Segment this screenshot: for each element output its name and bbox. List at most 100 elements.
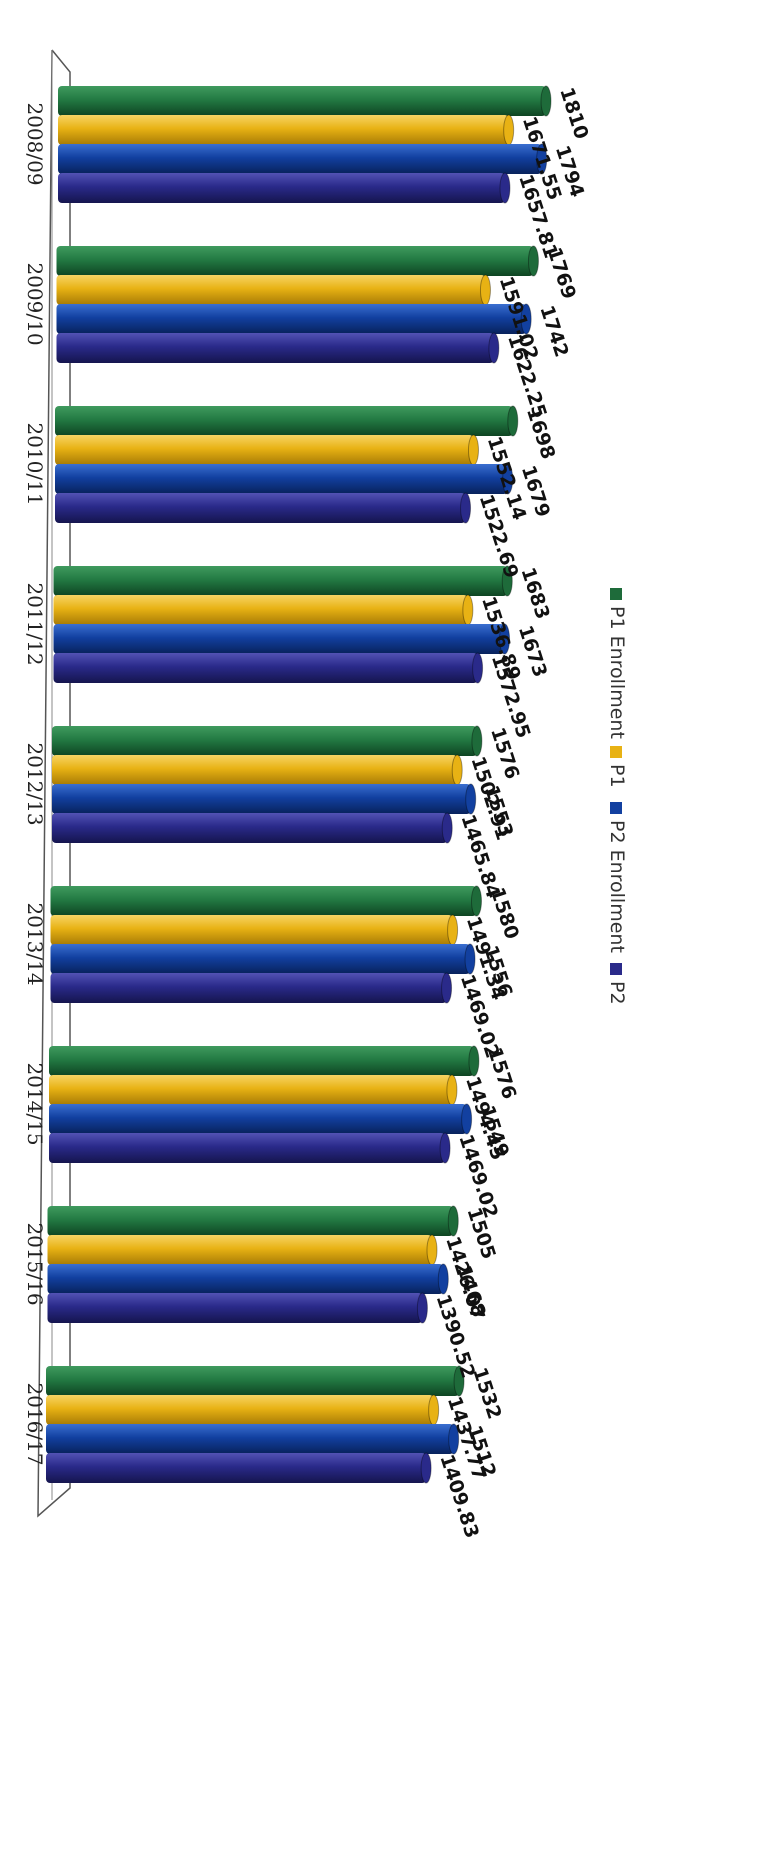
bar-cap-p2-2009-10	[488, 332, 500, 364]
bar-cap-p1-2013-14	[447, 914, 459, 946]
bar-cap-p1-enrollment-2010-11	[507, 405, 519, 437]
bar-cap-p1-enrollment-2016-17	[453, 1365, 465, 1397]
bar-cap-p2-enrollment-2012-13	[465, 783, 477, 815]
bar-cap-p2-enrollment-2008-09	[536, 143, 548, 175]
category-label-2010-11: 2010/11	[23, 422, 47, 505]
bar-p2-enrollment-2015-16	[47, 1264, 444, 1294]
value-label-p1-enrollment-2009-10: 1769	[543, 245, 580, 302]
legend-label-p1-enrollment: P1 Enrollment	[606, 606, 628, 739]
bar-cap-p1-enrollment-2009-10	[527, 245, 539, 277]
bar-p2-2013-14	[50, 973, 447, 1003]
bar-p1-2015-16	[47, 1235, 432, 1265]
bar-p2-enrollment-2014-15	[49, 1104, 467, 1134]
bar-cap-p2-2014-15	[439, 1132, 451, 1164]
bar-cap-p1-2014-15	[446, 1074, 458, 1106]
bar-cap-p2-2008-09	[499, 172, 511, 204]
bar-p1-enrollment-2010-11	[55, 406, 513, 436]
bar-p2-2016-17	[46, 1453, 427, 1483]
bar-cap-p2-2012-13	[441, 812, 453, 844]
bar-cap-p2-2010-11	[460, 492, 472, 524]
value-label-p1-enrollment-2008-09: 1810	[555, 85, 592, 142]
bar-p2-2008-09	[58, 173, 505, 203]
legend-label-p2: P2	[606, 981, 628, 1005]
bar-p2-2011-12	[53, 653, 478, 683]
bar-p2-2009-10	[56, 333, 494, 363]
bar-cap-p1-2015-16	[426, 1234, 438, 1266]
bar-p1-enrollment-2016-17	[46, 1366, 460, 1396]
legend-label-p2-enrollment: P2 Enrollment	[606, 820, 628, 953]
bar-cap-p1-enrollment-2014-15	[468, 1045, 480, 1077]
category-label-2008-09: 2008/09	[23, 102, 47, 185]
bar-p2-2012-13	[52, 813, 448, 843]
bar-cap-p1-enrollment-2015-16	[447, 1205, 459, 1237]
bar-cap-p2-enrollment-2013-14	[464, 943, 476, 975]
bar-cap-p2-enrollment-2010-11	[502, 463, 514, 495]
category-label-2011-12: 2011/12	[23, 582, 47, 665]
bar-p1-2012-13	[52, 755, 458, 785]
bar-p1-2008-09	[58, 115, 509, 145]
bar-p1-enrollment-2015-16	[47, 1206, 454, 1236]
bar-cap-p1-enrollment-2011-12	[501, 565, 513, 597]
legend-swatch-p2-enrollment	[610, 802, 622, 814]
category-label-2013-14: 2013/14	[23, 902, 47, 985]
category-label-2014-15: 2014/15	[23, 1062, 47, 1145]
bar-p2-enrollment-2009-10	[56, 304, 527, 334]
bar-cap-p1-enrollment-2012-13	[471, 725, 483, 757]
bar-p1-enrollment-2011-12	[53, 566, 508, 596]
bar-cap-p2-enrollment-2015-16	[437, 1263, 449, 1295]
bar-p2-2010-11	[55, 493, 466, 523]
bar-p2-enrollment-2012-13	[52, 784, 471, 814]
bar-cap-p1-2010-11	[467, 434, 479, 466]
bar-p1-2016-17	[46, 1395, 434, 1425]
bar-cap-p2-enrollment-2014-15	[461, 1103, 473, 1135]
plot-back-wall	[37, 49, 71, 1518]
bar-series-group	[46, 85, 552, 1484]
bar-p1-2009-10	[56, 275, 486, 305]
category-label-2016-17: 2016/17	[23, 1382, 47, 1465]
bar-p1-2010-11	[55, 435, 474, 465]
bar-p1-2014-15	[49, 1075, 452, 1105]
legend-swatch-p2	[610, 963, 622, 975]
category-label-2009-10: 2009/10	[23, 262, 47, 345]
bar-p2-enrollment-2013-14	[50, 944, 471, 974]
bar-cap-p1-2012-13	[451, 754, 463, 786]
legend-swatch-p1-enrollment	[610, 588, 622, 600]
bar-cap-p1-2008-09	[503, 114, 515, 146]
bar-cap-p1-2011-12	[462, 594, 474, 626]
bar-p1-enrollment-2013-14	[50, 886, 477, 916]
value-label-p1-enrollment-2011-12: 1683	[517, 565, 554, 622]
bar-p1-enrollment-2009-10	[56, 246, 534, 276]
legend: P1 Enrollment P1 P2 Enrollment P2	[606, 588, 628, 1005]
bar-p2-2014-15	[49, 1133, 446, 1163]
bar-cap-p2-enrollment-2011-12	[499, 623, 511, 655]
bar-cap-p2-2016-17	[420, 1452, 432, 1484]
bar-cap-p2-2013-14	[441, 972, 453, 1004]
bar-p2-enrollment-2016-17	[46, 1424, 454, 1454]
bar-p2-enrollment-2011-12	[53, 624, 505, 654]
bar-cap-p1-2009-10	[479, 274, 491, 306]
bar-cap-p1-2016-17	[428, 1394, 440, 1426]
legend-swatch-p1	[610, 746, 622, 758]
bar-p1-enrollment-2014-15	[49, 1046, 474, 1076]
category-label-2015-16: 2015/16	[23, 1222, 47, 1305]
value-label-p1-enrollment-2013-14: 1580	[486, 885, 523, 942]
bar-p1-enrollment-2008-09	[58, 86, 546, 116]
bar-cap-p2-2015-16	[416, 1292, 428, 1324]
bar-p2-2015-16	[47, 1293, 423, 1323]
category-labels: 2008/09 2009/10 2010/11 2011/12 2012/13 2013/…	[23, 102, 47, 1465]
bar-p1-2013-14	[50, 915, 453, 945]
bar-cap-p2-enrollment-2016-17	[448, 1423, 460, 1455]
bar-cap-p2-2011-12	[472, 652, 484, 684]
bar-p1-enrollment-2012-13	[52, 726, 477, 756]
bar-p2-enrollment-2010-11	[55, 464, 508, 494]
bar-cap-p2-enrollment-2009-10	[520, 303, 532, 335]
category-label-2012-13: 2012/13	[23, 742, 47, 825]
bar-cap-p1-enrollment-2013-14	[470, 885, 482, 917]
bar-p2-enrollment-2008-09	[58, 144, 542, 174]
legend-label-p1: P1	[606, 764, 628, 788]
bar-cap-p1-enrollment-2008-09	[540, 85, 552, 117]
bar-p1-2011-12	[53, 595, 468, 625]
value-label-p1-enrollment-2010-11: 1698	[522, 405, 559, 462]
value-label-p1-enrollment-2016-17: 1532	[468, 1365, 505, 1422]
